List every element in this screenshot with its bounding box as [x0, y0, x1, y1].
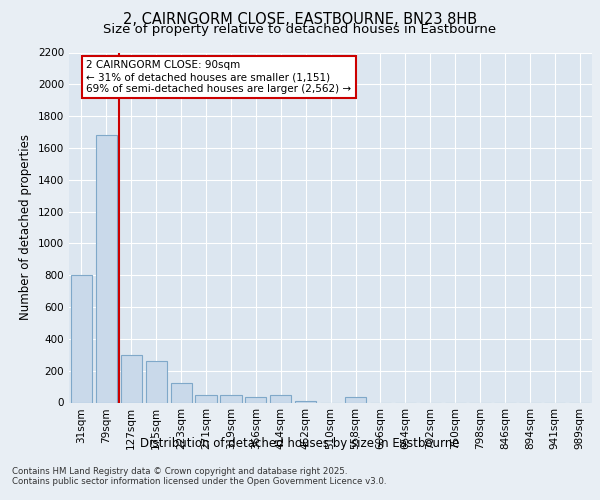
Text: 2 CAIRNGORM CLOSE: 90sqm
← 31% of detached houses are smaller (1,151)
69% of sem: 2 CAIRNGORM CLOSE: 90sqm ← 31% of detach… — [86, 60, 352, 94]
Bar — [196, 394, 217, 402]
Bar — [295, 401, 316, 402]
Y-axis label: Number of detached properties: Number of detached properties — [19, 134, 32, 320]
Text: 2, CAIRNGORM CLOSE, EASTBOURNE, BN23 8HB: 2, CAIRNGORM CLOSE, EASTBOURNE, BN23 8HB — [123, 12, 477, 28]
Bar — [71, 275, 92, 402]
Bar — [96, 135, 117, 402]
Text: Contains HM Land Registry data © Crown copyright and database right 2025.: Contains HM Land Registry data © Crown c… — [12, 468, 347, 476]
Bar — [146, 361, 167, 403]
Bar — [121, 355, 142, 403]
Bar — [245, 397, 266, 402]
Bar — [170, 384, 192, 402]
Bar — [345, 397, 366, 402]
Text: Size of property relative to detached houses in Eastbourne: Size of property relative to detached ho… — [103, 24, 497, 36]
Bar — [270, 394, 292, 402]
Bar — [220, 396, 242, 402]
Text: Contains public sector information licensed under the Open Government Licence v3: Contains public sector information licen… — [12, 478, 386, 486]
Text: Distribution of detached houses by size in Eastbourne: Distribution of detached houses by size … — [140, 438, 460, 450]
